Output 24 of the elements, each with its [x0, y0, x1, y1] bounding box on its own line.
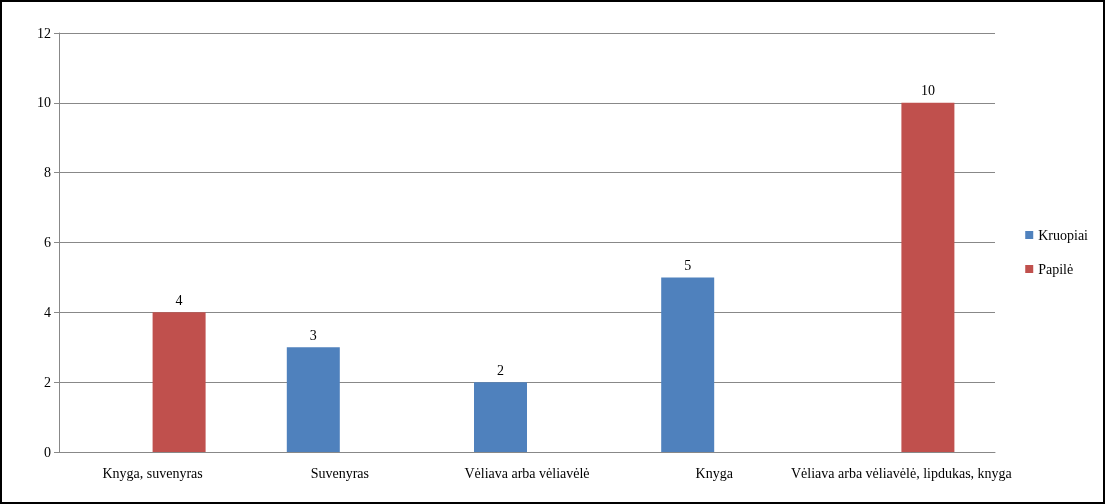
x-tick-label: Knyga — [695, 465, 734, 481]
x-tick-label: Vėliava arba vėliavėlė, lipdukas, knyga — [790, 465, 1013, 481]
data-label: 10 — [920, 83, 935, 99]
y-tick-label: 10 — [37, 95, 51, 111]
y-tick-label: 6 — [44, 235, 51, 250]
bar — [901, 102, 955, 452]
legend-label: Kruopiai — [1038, 227, 1089, 243]
y-tick-label: 2 — [44, 374, 51, 390]
bar — [474, 382, 527, 452]
x-tick-label: Vėliava arba vėliavėlė — [464, 465, 590, 481]
data-label: 3 — [309, 327, 317, 343]
y-tick-label: 0 — [44, 444, 51, 460]
legend-label: Papilė — [1038, 261, 1074, 277]
data-label: 4 — [175, 292, 183, 308]
x-tick-label: Suvenyras — [310, 465, 369, 481]
bar — [152, 312, 206, 452]
data-label: 2 — [497, 362, 504, 378]
bar — [661, 277, 715, 452]
y-tick-label: 4 — [44, 304, 51, 320]
y-tick-label: 8 — [44, 165, 51, 181]
data-label: 5 — [684, 257, 692, 273]
x-tick-label: Knyga, suvenyras — [102, 465, 203, 481]
y-tick-label: 12 — [37, 25, 51, 41]
bar — [286, 347, 340, 452]
